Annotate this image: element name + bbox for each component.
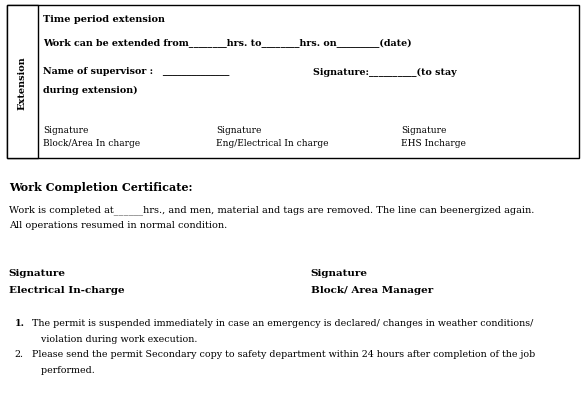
Text: during extension): during extension) [43,85,138,95]
Text: Eng/Electrical In charge: Eng/Electrical In charge [216,138,329,147]
Text: Signature: Signature [216,126,261,135]
Text: Please send the permit Secondary copy to safety department within 24 hours after: Please send the permit Secondary copy to… [29,349,536,358]
Text: 1.: 1. [15,318,25,327]
Text: Time period extension: Time period extension [43,15,165,24]
Text: Work Completion Certificate:: Work Completion Certificate: [9,182,192,193]
Text: Signature: Signature [401,126,446,135]
Text: Extension: Extension [18,56,27,109]
Bar [7,6,38,159]
Text: All operations resumed in normal condition.: All operations resumed in normal conditi… [9,220,227,229]
Text: Name of supervisor :   ______________: Name of supervisor : ______________ [43,67,230,76]
Text: performed.: performed. [29,365,95,374]
Text: violation during work execution.: violation during work execution. [29,334,197,343]
Text: Electrical In-charge: Electrical In-charge [9,285,124,294]
Bar [7,6,579,159]
Text: Signature:__________(to stay: Signature:__________(to stay [313,67,456,76]
Text: The permit is suspended immediately in case an emergency is declared/ changes in: The permit is suspended immediately in c… [29,318,534,327]
Text: EHS Incharge: EHS Incharge [401,138,466,147]
Text: Block/Area In charge: Block/Area In charge [43,138,141,147]
Text: Signature: Signature [311,268,367,278]
Text: Work is completed at______hrs., and men, material and tags are removed. The line: Work is completed at______hrs., and men,… [9,204,534,214]
Text: Work can be extended from________hrs. to________hrs. on_________(date): Work can be extended from________hrs. to… [43,38,412,47]
Text: 2.: 2. [15,349,23,358]
Text: Block/ Area Manager: Block/ Area Manager [311,285,433,294]
Text: Signature: Signature [9,268,66,278]
Text: Signature: Signature [43,126,88,135]
